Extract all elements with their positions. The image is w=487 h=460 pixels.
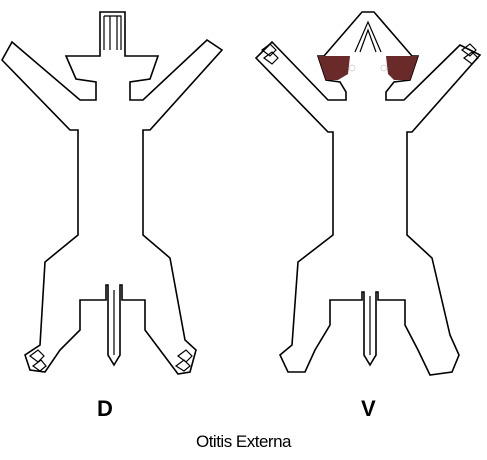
ventral-right-forepaw-pads bbox=[461, 43, 479, 65]
ventral-ear-canal-marks bbox=[348, 64, 388, 72]
ventral-right-ear-lesion bbox=[386, 56, 418, 80]
dorsal-body-outline bbox=[1, 11, 224, 375]
ventral-ear-markings bbox=[354, 20, 382, 53]
ventral-view-label: V bbox=[361, 396, 376, 421]
ventral-left-ear-lesion bbox=[318, 56, 350, 80]
dorsal-ear-markings bbox=[103, 15, 122, 50]
ventral-left-forepaw-pads bbox=[261, 43, 279, 65]
dorsal-left-paw-pads bbox=[29, 349, 47, 372]
dorsal-right-paw-pads bbox=[174, 349, 193, 372]
dorsal-view-label: D bbox=[97, 396, 113, 421]
diagram-caption: Otitis Externa bbox=[195, 432, 292, 451]
ventral-body-outline bbox=[254, 11, 482, 376]
